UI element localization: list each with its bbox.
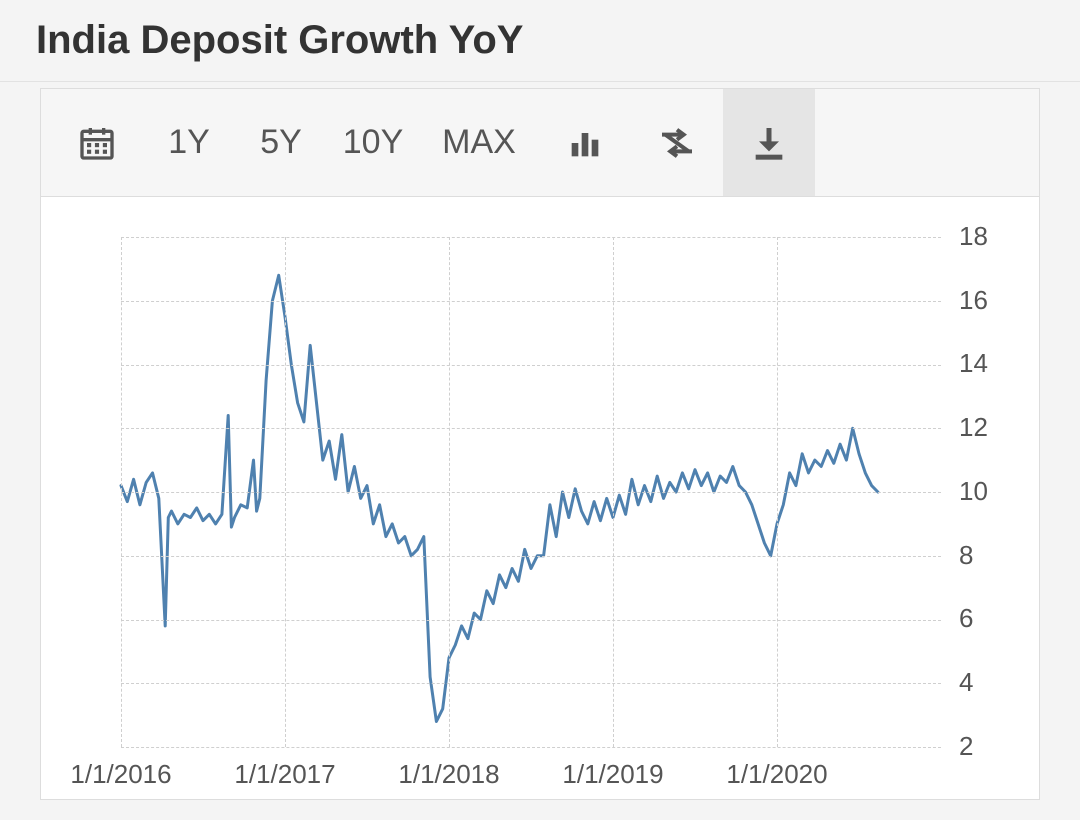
gridline-horizontal [121,365,941,366]
page-header: India Deposit Growth YoY [0,0,1080,82]
chart-line [41,197,1039,799]
y-axis-tick: 2 [959,731,973,762]
y-axis-tick: 14 [959,348,988,379]
gridline-horizontal [121,428,941,429]
gridline-vertical [613,237,614,747]
bar-chart-icon[interactable] [539,89,631,196]
chart-toolbar: 1Y 5Y 10Y MAX [41,89,1039,197]
range-5y-button[interactable]: 5Y [235,89,327,196]
y-axis-tick: 4 [959,667,973,698]
x-axis-tick: 1/1/2018 [398,759,499,790]
gridline-horizontal [121,492,941,493]
y-axis-tick: 10 [959,476,988,507]
gridline-horizontal [121,683,941,684]
x-axis-tick: 1/1/2016 [70,759,171,790]
gridline-horizontal [121,237,941,238]
range-max-button[interactable]: MAX [419,89,539,196]
gridline-vertical [449,237,450,747]
gridline-vertical [777,237,778,747]
gridline-vertical [285,237,286,747]
range-10y-button[interactable]: 10Y [327,89,419,196]
y-axis-tick: 6 [959,603,973,634]
y-axis-tick: 16 [959,285,988,316]
calendar-icon[interactable] [51,89,143,196]
gridline-horizontal [121,301,941,302]
x-axis-tick: 1/1/2020 [726,759,827,790]
x-axis-tick: 1/1/2017 [234,759,335,790]
x-axis-tick: 1/1/2019 [562,759,663,790]
y-axis-tick: 8 [959,540,973,571]
download-icon[interactable] [723,89,815,196]
gridline-horizontal [121,556,941,557]
gridline-horizontal [121,747,941,748]
gridline-horizontal [121,620,941,621]
range-1y-button[interactable]: 1Y [143,89,235,196]
data-series-line [121,275,878,721]
y-axis-tick: 12 [959,412,988,443]
compare-icon[interactable] [631,89,723,196]
chart-card: 1Y 5Y 10Y MAX [40,88,1040,800]
page-title: India Deposit Growth YoY [36,18,1080,63]
y-axis-tick: 18 [959,221,988,252]
gridline-vertical [121,237,122,747]
chart-plot-area: 2 4 6 8 10 12 14 16 18 1/1/2016 1/1/2017 1/1/2018 1/… [41,197,1039,799]
